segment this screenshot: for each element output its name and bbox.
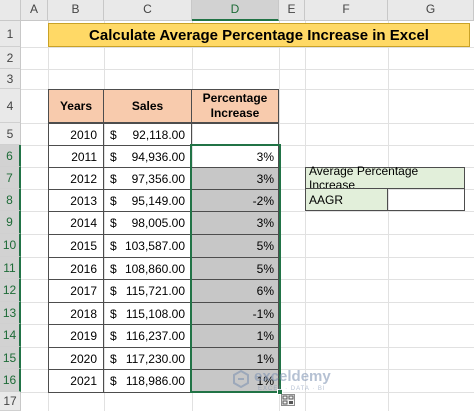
column-header-d[interactable]: D (192, 0, 279, 21)
cell-year[interactable]: 2010 (48, 123, 104, 146)
column-header-c[interactable]: C (104, 0, 192, 21)
row-header-4[interactable]: 4 (0, 89, 21, 123)
row-header-9[interactable]: 9 (0, 211, 21, 234)
cell-percentage-increase[interactable]: 1% (191, 324, 279, 348)
cell-sales[interactable]: $115,721.00 (103, 279, 192, 303)
fill-handle[interactable] (277, 389, 283, 395)
sales-value: 115,108.00 (125, 306, 185, 321)
sales-value: 117,230.00 (125, 351, 185, 366)
cell-year[interactable]: 2018 (48, 302, 104, 325)
page-title[interactable]: Calculate Average Percentage Increase in… (48, 23, 470, 47)
cell-sales[interactable]: $115,108.00 (103, 302, 192, 325)
watermark-tagline: EXCEL · DATA · BI (258, 386, 326, 392)
row-header-6[interactable]: 6 (0, 145, 21, 167)
row-header-13[interactable]: 13 (0, 302, 21, 324)
currency-symbol: $ (110, 127, 117, 142)
cell-sales[interactable]: $95,149.00 (103, 189, 192, 212)
currency-symbol: $ (110, 193, 117, 208)
currency-symbol: $ (110, 374, 117, 388)
currency-symbol: $ (110, 216, 117, 230)
cell-percentage-increase[interactable]: 5% (191, 257, 279, 280)
currency-symbol: $ (110, 306, 117, 321)
currency-symbol: $ (110, 149, 117, 164)
row-header-8[interactable]: 8 (0, 189, 21, 211)
cell-percentage-increase[interactable] (191, 123, 279, 146)
side-table-header[interactable]: Average Percentage Increase (305, 164, 465, 192)
row-header-11[interactable]: 11 (0, 257, 21, 279)
cell-sales[interactable]: $118,986.00 (103, 369, 192, 393)
column-header-b[interactable]: B (48, 0, 104, 21)
cell-year[interactable]: 2019 (48, 324, 104, 348)
aagr-label[interactable]: AAGR (305, 188, 388, 211)
cell-sales[interactable]: $92,118.00 (103, 123, 192, 146)
currency-symbol: $ (110, 239, 117, 253)
sales-value: 98,005.00 (131, 216, 185, 230)
header-years[interactable]: Years (48, 89, 104, 123)
select-all-corner[interactable] (0, 0, 21, 21)
cell-year[interactable]: 2011 (48, 145, 104, 168)
sales-value: 92,118.00 (132, 127, 186, 142)
cell-year[interactable]: 2020 (48, 347, 104, 370)
cell-year[interactable]: 2021 (48, 369, 104, 393)
sales-value: 97,356.00 (131, 171, 185, 186)
row-header-2[interactable]: 2 (0, 47, 21, 69)
sales-value: 94,936.00 (131, 149, 185, 164)
sales-value: 115,721.00 (125, 284, 185, 298)
row-header-15[interactable]: 15 (0, 347, 21, 369)
header-sales[interactable]: Sales (103, 89, 192, 123)
row-header-1[interactable]: 1 (0, 21, 21, 47)
header-percentage-increase[interactable]: Percentage Increase (191, 89, 279, 123)
row-header-3[interactable]: 3 (0, 69, 21, 89)
cell-year[interactable]: 2016 (48, 257, 104, 280)
cell-sales[interactable]: $116,237.00 (103, 324, 192, 348)
cell-year[interactable]: 2014 (48, 211, 104, 235)
row-header-16[interactable]: 16 (0, 369, 21, 392)
cell-percentage-increase[interactable]: -1% (191, 302, 279, 325)
sales-value: 116,237.00 (125, 329, 185, 343)
cell-sales[interactable]: $98,005.00 (103, 211, 192, 235)
cell-year[interactable]: 2013 (48, 189, 104, 212)
sales-value: 108,860.00 (124, 261, 185, 276)
cell-year[interactable]: 2017 (48, 279, 104, 303)
row-header-17[interactable]: 17 (0, 392, 21, 411)
currency-symbol: $ (110, 171, 117, 186)
currency-symbol: $ (110, 329, 117, 343)
cell-percentage-increase[interactable]: 3% (191, 167, 279, 190)
sales-value: 118,986.00 (125, 374, 185, 388)
column-header-g[interactable]: G (388, 0, 474, 21)
sales-value: 95,149.00 (131, 193, 185, 208)
sales-value: 103,587.00 (124, 239, 185, 253)
watermark-brand: exceldemy (254, 368, 331, 385)
cell-percentage-increase[interactable]: 3% (191, 211, 279, 235)
row-header-12[interactable]: 12 (0, 279, 21, 302)
cell-year[interactable]: 2015 (48, 234, 104, 258)
cell-sales[interactable]: $97,356.00 (103, 167, 192, 190)
cell-percentage-increase[interactable]: 6% (191, 279, 279, 303)
quick-analysis-button[interactable] (281, 394, 295, 406)
column-header-e[interactable]: E (279, 0, 305, 21)
aagr-value-cell[interactable] (387, 188, 465, 211)
row-header-5[interactable]: 5 (0, 123, 21, 145)
cell-sales[interactable]: $103,587.00 (103, 234, 192, 258)
row-header-10[interactable]: 10 (0, 234, 21, 257)
currency-symbol: $ (110, 261, 117, 276)
cell-percentage-increase[interactable]: 5% (191, 234, 279, 258)
row-header-14[interactable]: 14 (0, 324, 21, 347)
row-header-7[interactable]: 7 (0, 167, 21, 189)
cell-sales[interactable]: $94,936.00 (103, 145, 192, 168)
watermark-logo: exceldemy EXCEL · DATA · BI (232, 366, 372, 396)
cell-percentage-increase[interactable]: -2% (191, 189, 279, 212)
cell-sales[interactable]: $117,230.00 (103, 347, 192, 370)
column-header-a[interactable]: A (21, 0, 48, 21)
currency-symbol: $ (110, 351, 117, 366)
cell-percentage-increase[interactable]: 3% (191, 145, 279, 168)
currency-symbol: $ (110, 284, 117, 298)
quick-analysis-icon (282, 395, 294, 405)
exceldemy-logo-icon (233, 370, 249, 388)
cell-sales[interactable]: $108,860.00 (103, 257, 192, 280)
column-header-f[interactable]: F (305, 0, 388, 21)
cell-year[interactable]: 2012 (48, 167, 104, 190)
